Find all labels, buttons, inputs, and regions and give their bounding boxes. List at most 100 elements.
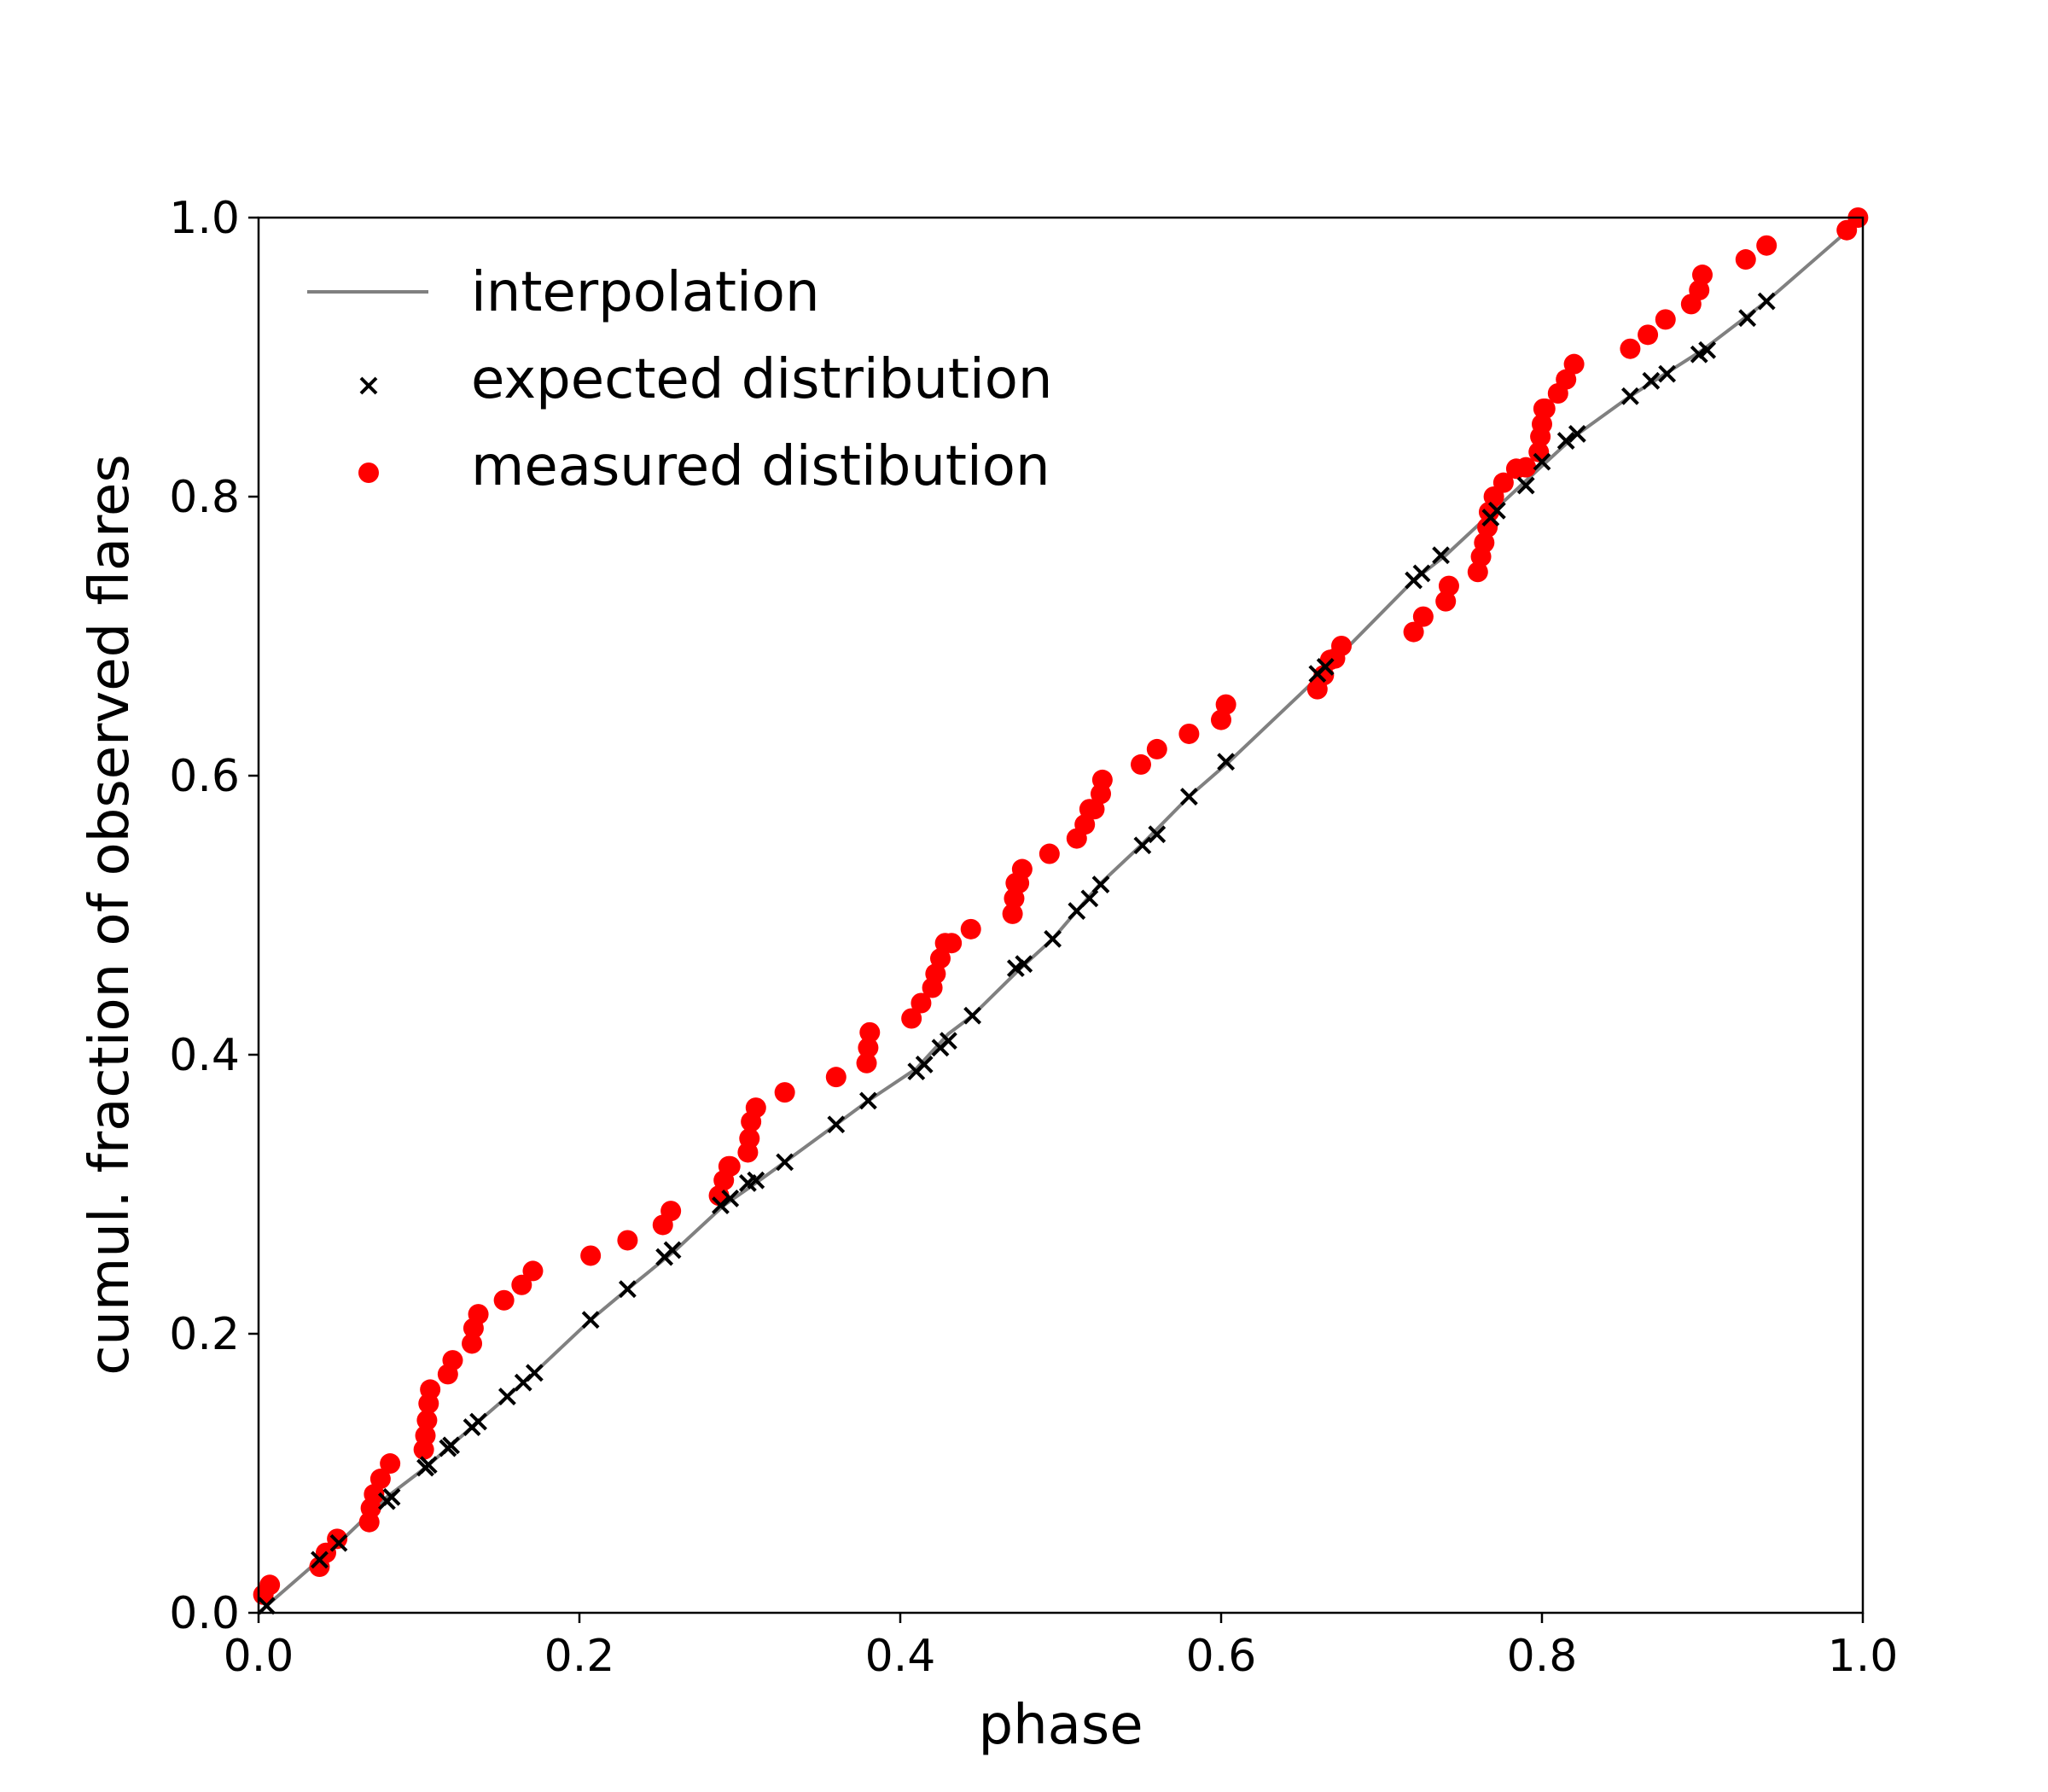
measured-point [1528, 441, 1550, 463]
plot-frame [257, 216, 1865, 1615]
y-tick-label: 0.4 [169, 1030, 240, 1081]
measured-point [380, 1453, 401, 1475]
expected-point [257, 1597, 276, 1615]
measured-point [1403, 621, 1424, 643]
expected-point [1533, 452, 1551, 471]
expected-point-stroke [712, 1196, 730, 1214]
measured-point [719, 1155, 741, 1177]
expected-point [311, 1551, 329, 1569]
x-tick-label: 0.6 [1186, 1631, 1257, 1682]
expected-point-stroke [1316, 658, 1335, 676]
measured-point [364, 1484, 385, 1505]
legend: interpolation expected distribution meas… [307, 261, 1052, 498]
expected-point [1080, 889, 1099, 908]
measured-point [259, 1574, 281, 1596]
measured-point [617, 1230, 638, 1251]
expected-point [1757, 292, 1776, 311]
expected-point-stroke [1091, 876, 1110, 893]
measured-point [522, 1260, 544, 1282]
expected-point [1015, 955, 1033, 974]
plot-area [253, 207, 1869, 1615]
measured-point [1438, 575, 1459, 596]
measured-point [493, 1289, 515, 1311]
expected-point-stroke [497, 1388, 516, 1405]
measured-point [1534, 398, 1556, 419]
expected-point [618, 1280, 637, 1299]
expected-point [1516, 476, 1535, 495]
x-tick-label: 0.0 [224, 1631, 294, 1682]
measured-point [1516, 457, 1537, 478]
measured-point [1091, 769, 1113, 790]
expected-point [1556, 432, 1575, 451]
expected-point [1568, 425, 1586, 443]
legend-dot-marker [358, 463, 379, 483]
expected-point [1412, 564, 1431, 583]
expected-point-stroke [525, 1364, 544, 1382]
expected-point-stroke [469, 1412, 487, 1431]
expected-point [419, 1456, 438, 1475]
expected-point-stroke [419, 1456, 438, 1475]
measured-point [415, 1425, 436, 1446]
expected-point [1487, 501, 1506, 520]
measured-point [580, 1245, 602, 1266]
expected-point-stroke [1133, 836, 1152, 855]
expected-point [1432, 546, 1450, 565]
expected-point [1620, 387, 1639, 405]
expected-point [442, 1436, 461, 1455]
expected-point-stroke [1412, 564, 1431, 583]
expected-point [1217, 753, 1236, 771]
expected-point [1148, 825, 1167, 844]
measured-point [1002, 903, 1023, 924]
expected-point-stroke [382, 1487, 401, 1506]
expected-point-stroke [1516, 476, 1535, 495]
expected-point-stroke [1698, 340, 1717, 359]
measured-point [1412, 606, 1434, 627]
measured-point [739, 1128, 760, 1149]
measured-point [369, 1469, 391, 1490]
expected-point [712, 1196, 730, 1214]
legend-label-interpolation: interpolation [471, 261, 820, 324]
measured-point [1178, 723, 1200, 744]
expected-point [1133, 836, 1152, 855]
y-tick-label: 0.8 [169, 472, 240, 523]
measured-point [1756, 235, 1777, 256]
expected-point-stroke [1738, 309, 1757, 328]
y-tick-label: 0.0 [169, 1588, 240, 1639]
expected-point [963, 1006, 982, 1025]
expected-point-stroke [1568, 425, 1586, 443]
measured-point [420, 1379, 441, 1400]
expected-point-stroke [721, 1189, 740, 1207]
measured-point [1492, 472, 1514, 493]
expected-point [776, 1153, 794, 1172]
expected-point [827, 1115, 846, 1134]
expected-point-stroke [747, 1171, 765, 1190]
expected-point [1091, 876, 1110, 893]
expected-point-stroke [257, 1597, 276, 1615]
expected-point-stroke [311, 1551, 329, 1569]
expected-point-stroke [1015, 955, 1033, 974]
x-axis-label: phase [978, 1694, 1143, 1757]
measured-point [1638, 324, 1659, 346]
measured-point [1474, 532, 1495, 553]
expected-point-stroke [776, 1153, 794, 1172]
legend-label-expected: expected distribution [471, 348, 1052, 411]
measured-point [511, 1274, 532, 1295]
measured-point [1689, 280, 1710, 301]
expected-point-stroke [1179, 788, 1198, 806]
expected-point [581, 1311, 600, 1329]
measured-point [442, 1350, 463, 1371]
measured-point [745, 1097, 766, 1119]
expected-point-stroke [1217, 753, 1236, 771]
measured-point [825, 1067, 847, 1088]
expected-point-stroke [663, 1241, 682, 1260]
expected-point [858, 1091, 877, 1110]
measured-point [856, 1052, 877, 1073]
measured-point [1084, 799, 1105, 820]
expected-point-stroke [1148, 825, 1167, 844]
measured-point [1215, 694, 1236, 715]
expected-point [1316, 658, 1335, 676]
legend-label-measured: measured distibution [471, 435, 1050, 498]
measured-point [1532, 413, 1552, 434]
expected-point-stroke [1642, 371, 1661, 390]
